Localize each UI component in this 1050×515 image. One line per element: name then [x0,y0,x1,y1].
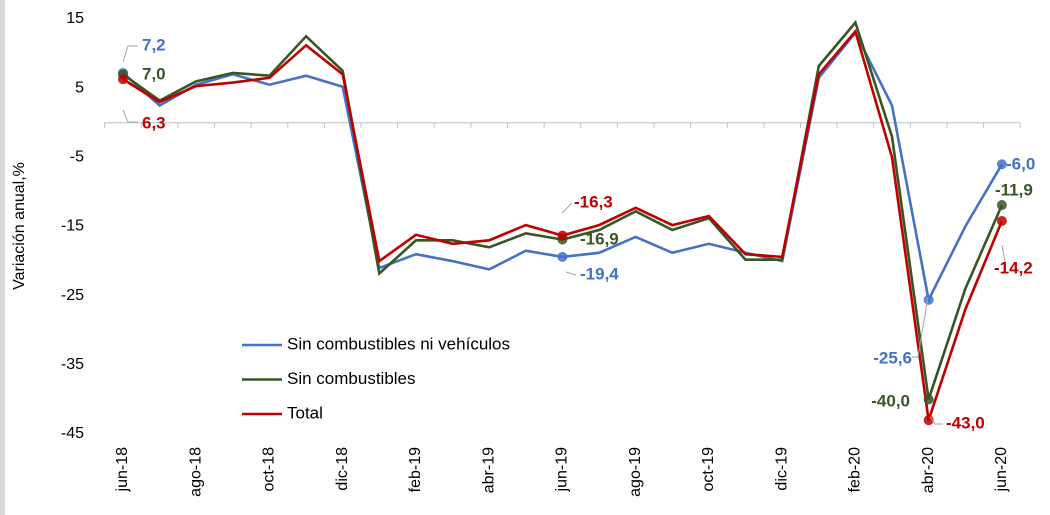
legend-label: Sin combustibles ni vehículos [287,334,510,353]
data-label: -11,9 [995,180,1033,199]
y-axis-label: Variación anual,% [11,162,28,290]
x-tick-label: ago-19 [627,447,644,497]
y-tick-label: -35 [61,356,84,373]
y-tick-label: -5 [70,149,84,166]
point-marker [923,394,934,405]
x-tick-label: feb-20 [847,447,864,492]
data-label: 7,0 [142,64,166,83]
point-marker [923,294,934,305]
data-label: -16,3 [574,192,613,211]
point-marker [996,159,1007,170]
data-label: -43,0 [946,413,985,432]
y-tick-label: 5 [75,79,84,96]
point-marker [996,215,1007,226]
legend-label: Sin combustibles [287,369,416,388]
leader-line [929,416,943,425]
point-marker [923,415,934,426]
point-marker [118,74,128,85]
y-tick-label: -15 [61,218,84,235]
data-label: 7,2 [142,35,166,54]
x-tick-label: abr-19 [480,447,497,493]
data-label: -16,9 [580,229,619,248]
point-marker [557,251,568,262]
data-label: -25,6 [873,348,912,367]
leader-line [912,296,929,358]
y-tick-label: 15 [66,10,84,27]
leader-line [561,202,573,214]
x-tick-label: jun-18 [114,447,131,493]
point-marker [996,200,1007,211]
data-label: -19,4 [580,264,619,283]
leader-line [122,109,138,123]
x-tick-label: ago-18 [187,447,204,497]
leader-line [122,45,138,63]
x-tick-label: jun-19 [554,447,571,493]
leader-line [1001,244,1006,263]
legend-label: Total [287,403,323,422]
x-tick-label: oct-19 [700,447,717,492]
data-label: -6,0 [1006,154,1035,173]
left-edge [0,0,5,515]
x-tick-label: oct-18 [261,447,278,492]
x-tick-label: abr-20 [920,447,937,493]
x-tick-label: jun-20 [993,447,1010,493]
x-tick-label: dic-18 [334,447,351,491]
data-label: -40,0 [871,391,910,410]
x-tick-label: feb-19 [407,447,424,492]
series-line [122,28,1004,421]
leader-line [565,271,577,276]
data-label: -14,2 [994,258,1033,277]
data-label: 6,3 [142,113,166,132]
point-marker [557,230,568,241]
y-tick-label: -45 [61,425,84,442]
y-tick-label: -25 [61,287,84,304]
x-tick-label: dic-19 [773,447,790,491]
